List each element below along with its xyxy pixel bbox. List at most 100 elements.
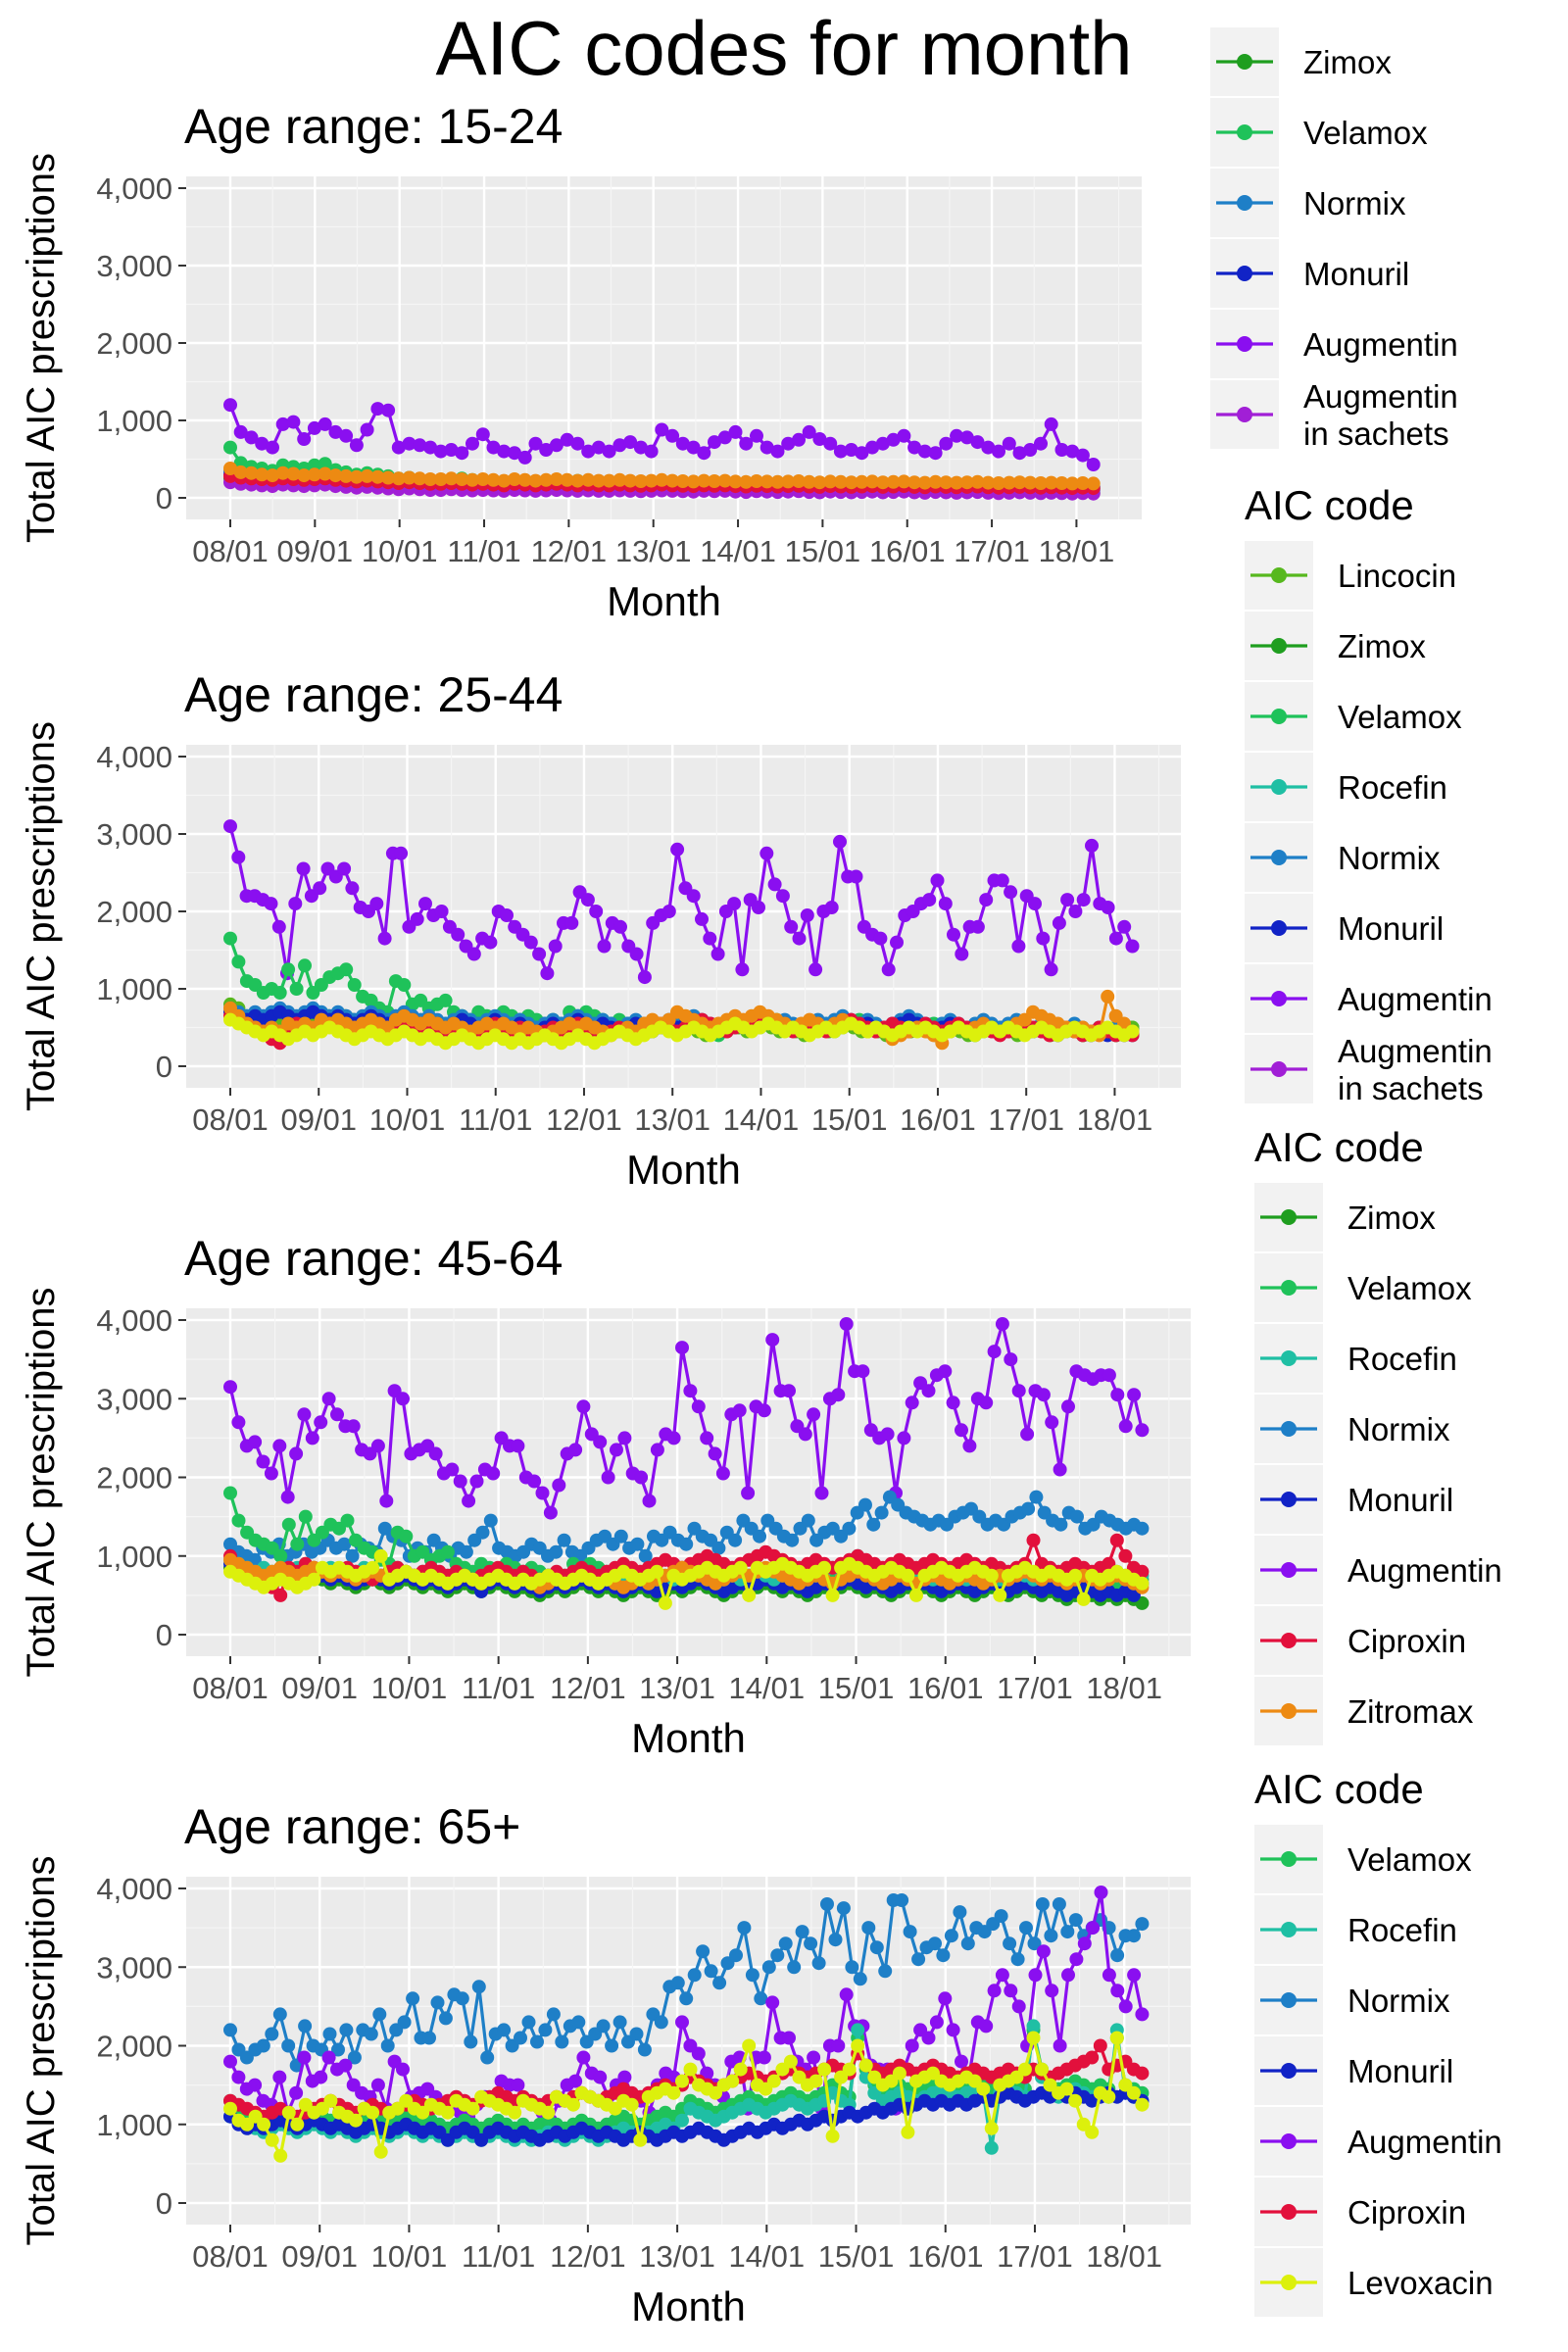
data-point-augmentin xyxy=(328,424,343,439)
data-point-augmentin xyxy=(962,1439,977,1453)
data-point-levoxacin xyxy=(825,2129,840,2143)
data-point-levoxacin xyxy=(892,2066,906,2081)
data-point-augmentin xyxy=(307,420,321,435)
data-point-zitromax xyxy=(402,470,416,485)
data-point-augmentin xyxy=(511,1439,525,1453)
data-point-levoxacin xyxy=(373,2144,388,2159)
data-point-augmentin xyxy=(1045,1415,1059,1430)
legend-title: AIC code xyxy=(1254,1766,1424,1812)
series-line-augmentin xyxy=(228,1317,1144,1518)
data-point-augmentin xyxy=(1077,1936,1092,1951)
data-point-normix xyxy=(637,2042,652,2057)
data-point-zitromax xyxy=(760,474,774,489)
data-point-augmentin xyxy=(981,440,996,455)
data-point-zitromax xyxy=(917,475,932,490)
tick-label-x: 12/01 xyxy=(550,1671,626,1705)
data-point-zitromax xyxy=(728,474,743,489)
data-point-augmentin xyxy=(1045,1984,1059,1998)
data-point-normix xyxy=(1068,1913,1083,1928)
data-point-zitromax xyxy=(528,473,543,488)
data-point-augmentin xyxy=(1034,436,1048,451)
legend-key-point xyxy=(1271,638,1287,654)
data-point-levoxacin xyxy=(624,2097,639,2112)
data-point-augmentin xyxy=(346,1419,361,1434)
data-point-normix xyxy=(820,1897,834,1911)
data-point-augmentin xyxy=(955,947,969,961)
legend-title: AIC code xyxy=(1245,482,1414,528)
data-point-normix xyxy=(345,1548,360,1563)
legend-label: Rocefin xyxy=(1338,769,1447,806)
data-point-levoxacin xyxy=(984,2121,999,2135)
data-point-zitromax xyxy=(907,475,922,490)
data-point-normix xyxy=(1052,1897,1066,1911)
data-point-augmentin xyxy=(691,1399,706,1414)
data-point-normix xyxy=(878,1964,893,1979)
data-point-velamox xyxy=(340,1513,355,1528)
data-point-normix xyxy=(670,1976,685,1990)
data-point-augmentin xyxy=(947,927,960,942)
data-point-zitromax xyxy=(244,466,259,480)
data-point-velamox xyxy=(290,1537,305,1551)
data-point-velamox xyxy=(231,1513,246,1528)
plot-background xyxy=(186,176,1142,519)
data-point-velamox xyxy=(339,962,354,977)
data-point-zitromax xyxy=(560,472,574,487)
data-point-levoxacin xyxy=(817,2062,832,2077)
data-point-augmentin xyxy=(410,911,424,926)
data-point-augmentin xyxy=(655,422,669,437)
data-point-zitromax xyxy=(602,473,616,488)
data-point-augmentin xyxy=(946,2023,960,2037)
legend-label: Monuril xyxy=(1348,1482,1453,1518)
legend-label: Lincocin xyxy=(1338,558,1456,594)
data-point-normix xyxy=(761,1960,776,1975)
tick-label-y: 0 xyxy=(156,1050,172,1084)
data-point-normix xyxy=(613,1529,628,1544)
data-point-levoxacin xyxy=(366,1560,380,1575)
data-point-normix xyxy=(1060,1925,1075,1939)
data-point-levoxacin xyxy=(290,2117,305,2132)
data-point-augmentin xyxy=(532,947,547,961)
data-point-augmentin xyxy=(792,931,807,946)
legend-key-point xyxy=(1281,1562,1297,1578)
legend-key-point xyxy=(1281,2204,1297,2220)
data-point-normix xyxy=(811,1956,826,1971)
data-point-normix xyxy=(654,2015,668,2030)
data-point-augmentin xyxy=(305,1431,319,1446)
data-point-augmentin xyxy=(523,935,538,950)
data-point-normix xyxy=(557,1533,571,1547)
data-point-zitromax xyxy=(655,472,669,487)
data-point-augmentin xyxy=(800,908,814,922)
tick-label-x: 11/01 xyxy=(462,2239,535,2274)
main-title: AIC codes for month xyxy=(435,5,1133,91)
data-point-augmentin xyxy=(511,2078,525,2092)
data-point-augmentin xyxy=(528,436,543,451)
legend-3: AIC code Zimox Velamox Rocefin Normix Monuril… xyxy=(1254,1124,1502,1745)
legend-label: in sachets xyxy=(1338,1070,1484,1106)
data-point-augmentin xyxy=(930,873,945,888)
data-point-augmentin xyxy=(593,2070,608,2084)
data-point-augmentin xyxy=(939,436,954,451)
tick-label-y: 3,000 xyxy=(96,817,172,852)
data-point-augmentin xyxy=(593,1435,608,1449)
data-point-augmentin xyxy=(255,436,270,451)
data-point-augmentin xyxy=(1053,1462,1067,1477)
data-point-augmentin xyxy=(369,897,384,911)
data-point-augmentin xyxy=(445,1462,460,1477)
legend-key-point xyxy=(1281,1703,1297,1719)
data-point-normix xyxy=(339,2023,354,2037)
data-point-augmentin xyxy=(979,2019,994,2034)
data-point-augmentin xyxy=(337,861,352,876)
data-point-levoxacin xyxy=(1135,2097,1150,2112)
data-point-zitromax xyxy=(623,473,638,488)
data-point-augmentin xyxy=(1020,1427,1035,1442)
data-point-zitromax xyxy=(865,474,880,489)
legend-label: Normix xyxy=(1303,185,1406,221)
data-point-augmentin xyxy=(370,2078,385,2092)
data-point-normix xyxy=(397,2015,412,2030)
data-point-levoxacin xyxy=(440,2105,455,2120)
panel-title: Age range: 15-24 xyxy=(184,99,563,154)
data-point-augmentin xyxy=(703,931,717,946)
data-point-normix xyxy=(322,2027,337,2041)
tick-label-x: 08/01 xyxy=(192,1671,269,1705)
data-point-augmentin xyxy=(402,436,416,451)
